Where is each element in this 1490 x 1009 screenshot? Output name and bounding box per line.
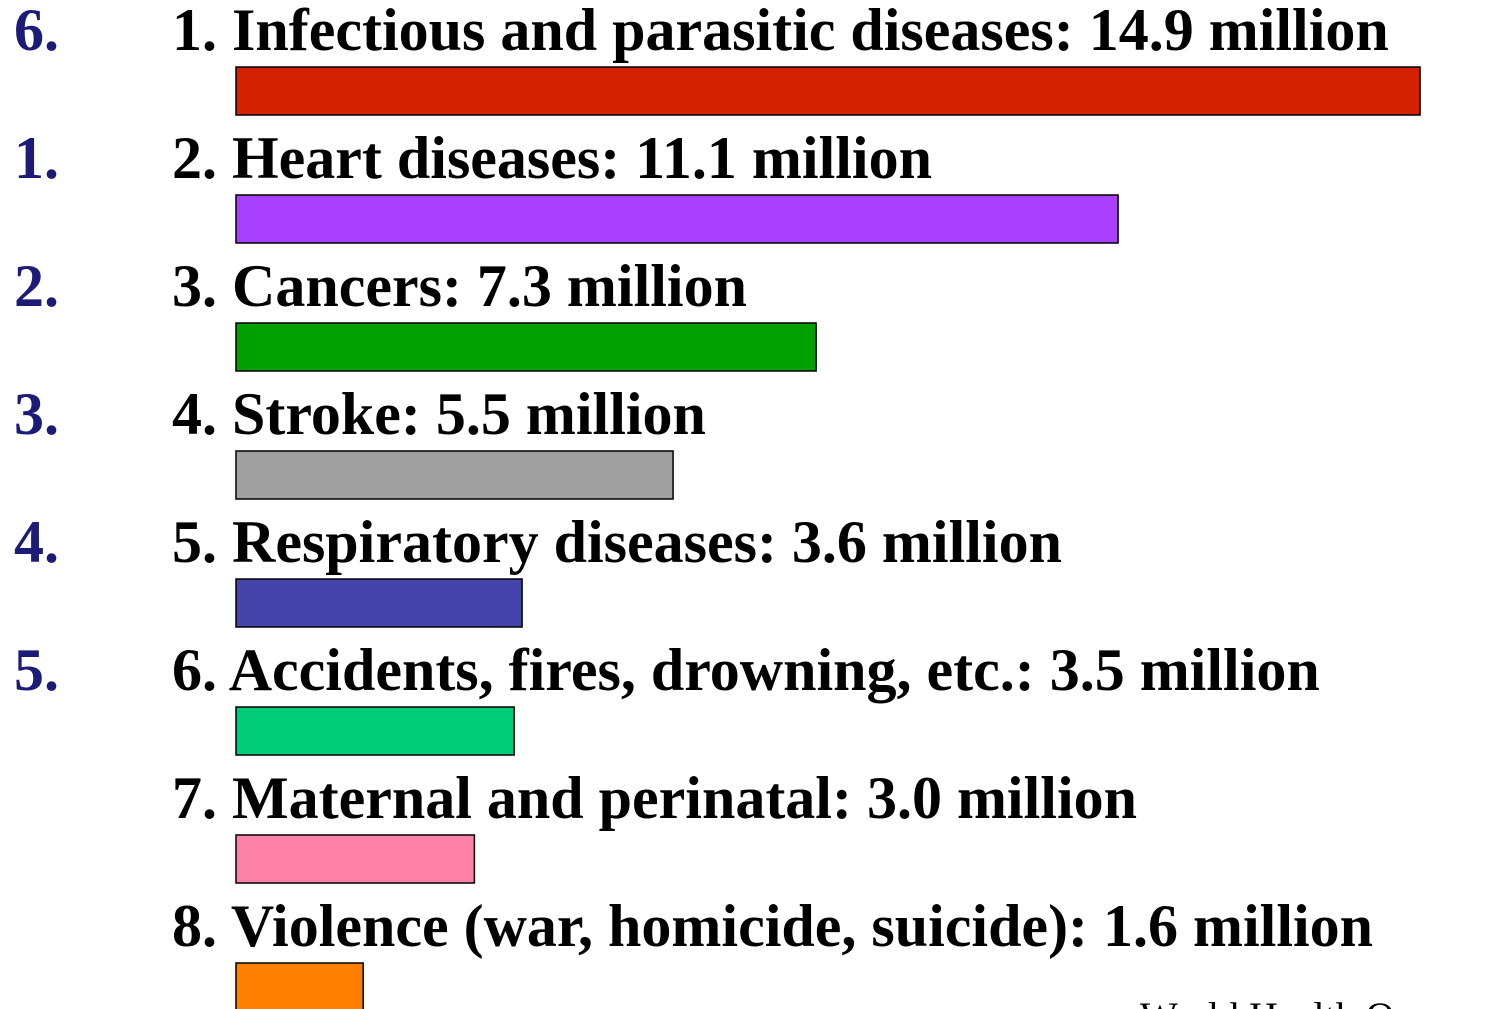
bar: [235, 66, 1421, 116]
bar-label: 3. Cancers: 7.3 million: [172, 253, 747, 319]
bar: [235, 706, 515, 756]
side-label: 4.: [14, 509, 59, 575]
source: World Health O: [1140, 994, 1395, 1009]
bar: [235, 450, 674, 500]
bar-label: 4. Stroke: 5.5 million: [172, 381, 706, 447]
side-label: 6.: [14, 0, 59, 63]
bar-label: 2. Heart diseases: 11.1 million: [172, 125, 932, 191]
bar: [235, 194, 1119, 244]
bar-label: 6. Accidents, fires, drowning, etc.: 3.5…: [172, 637, 1320, 703]
bar-label: 1. Infectious and parasitic diseases: 14…: [172, 0, 1389, 63]
bar-label: 8. Violence (war, homicide, suicide): 1.…: [172, 893, 1373, 959]
bar: [235, 962, 364, 1009]
side-label: 2.: [14, 253, 59, 319]
bar: [235, 578, 523, 628]
bar: [235, 322, 817, 372]
bar-label: 5. Respiratory diseases: 3.6 million: [172, 509, 1062, 575]
side-label: 5.: [14, 637, 59, 703]
bar-label: 7. Maternal and perinatal: 3.0 million: [172, 765, 1137, 831]
bar: [235, 834, 476, 884]
side-label: 3.: [14, 381, 59, 447]
side-label: 1.: [14, 125, 59, 191]
